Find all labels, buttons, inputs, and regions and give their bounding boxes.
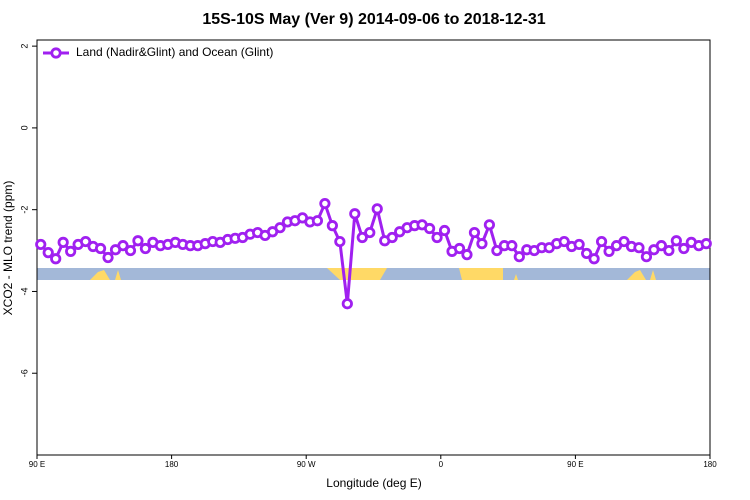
point: [461, 249, 473, 261]
point: [334, 235, 346, 248]
x-tick-label: 90 W: [297, 460, 316, 469]
point: [117, 240, 129, 252]
point: [42, 247, 54, 259]
point: [57, 236, 69, 248]
y-tick-label: 2: [19, 44, 29, 49]
point: [386, 231, 398, 244]
point: [80, 235, 92, 248]
point: [102, 251, 114, 264]
y-axis-label: XCO2 - MLO trend (ppm): [1, 181, 15, 316]
point: [491, 244, 503, 257]
point: [633, 242, 645, 254]
legend-marker: [50, 47, 62, 59]
point: [655, 240, 667, 252]
point: [274, 222, 286, 234]
point: [453, 242, 466, 255]
point: [371, 203, 383, 215]
point: [423, 222, 436, 235]
x-axis-label: Longitude (deg E): [326, 476, 421, 490]
x-tick-label: 180: [703, 460, 717, 469]
point: [640, 251, 653, 263]
point: [595, 235, 608, 248]
point: [124, 244, 137, 257]
point: [311, 215, 324, 227]
point: [573, 238, 585, 251]
y-tick-label: 0: [19, 125, 29, 130]
point: [670, 235, 682, 247]
point: [483, 219, 496, 231]
x-tick-label: 90 E: [29, 460, 45, 469]
point: [319, 197, 331, 210]
point: [132, 235, 144, 247]
point: [476, 238, 488, 250]
x-tick-label: 90 E: [567, 460, 583, 469]
point: [663, 244, 675, 257]
chart-title: 15S-10S May (Ver 9) 2014-09-06 to 2018-1…: [202, 11, 545, 28]
point: [678, 242, 690, 255]
x-tick-label: 0: [439, 460, 444, 469]
point: [50, 253, 62, 265]
point: [558, 235, 570, 248]
point: [438, 224, 451, 237]
y-tick-label: -4: [19, 287, 29, 295]
point: [356, 231, 368, 244]
point: [431, 231, 443, 244]
point: [139, 242, 152, 255]
point: [349, 208, 361, 220]
legend-label: Land (Nadir&Glint) and Ocean (Glint): [76, 45, 273, 59]
point: [94, 242, 107, 255]
y-tick-label: -2: [19, 206, 29, 214]
point: [588, 253, 600, 265]
point: [468, 226, 481, 239]
point: [341, 298, 353, 310]
point: [65, 245, 77, 257]
point: [618, 235, 630, 248]
point: [506, 240, 518, 252]
point: [326, 220, 338, 232]
y-tick-label: -6: [19, 369, 29, 377]
point: [364, 226, 376, 239]
point: [35, 238, 47, 251]
point: [603, 245, 615, 257]
x-tick-label: 180: [165, 460, 179, 469]
land-ocean-strip: [37, 268, 710, 280]
point: [700, 238, 712, 250]
point: [513, 251, 525, 263]
point: [581, 247, 593, 260]
